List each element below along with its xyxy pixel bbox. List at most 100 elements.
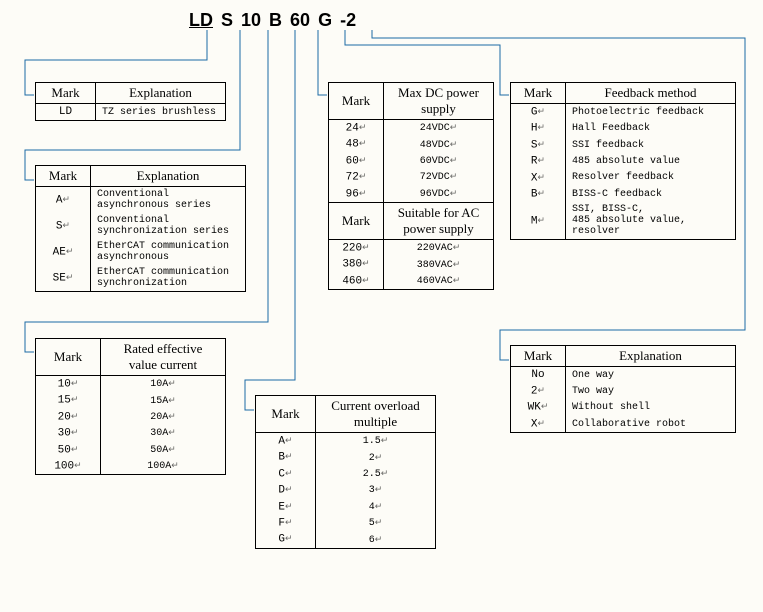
code-part-s: S: [217, 10, 237, 31]
table-row: 30↵30A↵: [36, 425, 226, 441]
table-series: MarkExplanationA↵Conventionalasynchronou…: [35, 165, 246, 292]
explanation-cell: Conventionalasynchronous series: [91, 187, 246, 214]
mark-cell: G↵: [256, 531, 316, 548]
mark-cell: A↵: [36, 187, 91, 214]
mark-cell: 96↵: [329, 186, 384, 203]
explanation-cell: BISS-C feedback: [566, 186, 736, 202]
explanation-cell: Without shell: [566, 399, 736, 415]
explanation-cell: 1.5↵: [316, 433, 436, 450]
explanation-cell: 72VDC↵: [384, 169, 494, 185]
mark-cell: 60↵: [329, 153, 384, 169]
table-row: LDTZ series brushless: [36, 104, 226, 121]
explanation-cell: Resolver feedback: [566, 170, 736, 186]
mark-cell: B↵: [511, 186, 566, 202]
explanation-cell: Hall Feedback: [566, 120, 736, 136]
mark-cell: F↵: [256, 515, 316, 531]
mark-cell: 72↵: [329, 169, 384, 185]
mark-cell: X↵: [511, 416, 566, 433]
mark-cell: X↵: [511, 170, 566, 186]
explanation-cell: 3↵: [316, 482, 436, 498]
column-header: Mark: [511, 83, 566, 104]
explanation-cell: 460VAC↵: [384, 273, 494, 290]
column-header: Mark: [511, 346, 566, 367]
table-row: NoOne way: [511, 367, 736, 384]
explanation-cell: One way: [566, 367, 736, 384]
explanation-cell: SSI, BISS-C,485 absolute value,resolver: [566, 202, 736, 240]
table-row: H↵Hall Feedback: [511, 120, 736, 136]
explanation-cell: 2.5↵: [316, 466, 436, 482]
table-row: B↵2↵: [256, 449, 436, 465]
table-row: C↵2.5↵: [256, 466, 436, 482]
table-row: S↵Conventionalsynchronization series: [36, 213, 246, 239]
explanation-cell: 48VDC↵: [384, 136, 494, 152]
table-row: 10↵10A↵: [36, 376, 226, 393]
mark-cell: 460↵: [329, 273, 384, 290]
column-header: Mark: [36, 83, 96, 104]
table-row: S↵SSI feedback: [511, 137, 736, 153]
table-row: B↵BISS-C feedback: [511, 186, 736, 202]
mark-cell: 2↵: [511, 383, 566, 399]
mark-cell: 10↵: [36, 376, 101, 393]
table-ld: MarkExplanationLDTZ series brushless: [35, 82, 226, 121]
table-row: 50↵50A↵: [36, 442, 226, 458]
mark-cell: AE↵: [36, 239, 91, 265]
mark-cell: D↵: [256, 482, 316, 498]
column-header: Mark: [329, 203, 384, 240]
mark-cell: R↵: [511, 153, 566, 169]
table-row: X↵Resolver feedback: [511, 170, 736, 186]
table-row: R↵485 absolute value: [511, 153, 736, 169]
mark-cell: S↵: [511, 137, 566, 153]
mark-cell: B↵: [256, 449, 316, 465]
column-header: Max DC powersupply: [384, 83, 494, 120]
table-row: 220↵220VAC↵: [329, 240, 494, 257]
explanation-cell: 50A↵: [101, 442, 226, 458]
table-row: E↵4↵: [256, 499, 436, 515]
column-header: Explanation: [91, 166, 246, 187]
mark-cell: 24↵: [329, 120, 384, 137]
mark-cell: 50↵: [36, 442, 101, 458]
explanation-cell: 20A↵: [101, 409, 226, 425]
explanation-cell: 60VDC↵: [384, 153, 494, 169]
table-overload: MarkCurrent overloadmultipleA↵1.5↵B↵2↵C↵…: [255, 395, 436, 549]
column-header: Suitable for ACpower supply: [384, 203, 494, 240]
explanation-cell: 100A↵: [101, 458, 226, 475]
table-row: 24↵24VDC↵: [329, 120, 494, 137]
column-header: Mark: [36, 339, 101, 376]
table-row: 96↵96VDC↵: [329, 186, 494, 203]
mark-cell: S↵: [36, 213, 91, 239]
explanation-cell: EtherCAT communicationsynchronization: [91, 265, 246, 292]
explanation-cell: EtherCAT communicationasynchronous: [91, 239, 246, 265]
code-part-10: 10: [237, 10, 265, 31]
explanation-cell: 485 absolute value: [566, 153, 736, 169]
table-row: F↵5↵: [256, 515, 436, 531]
mark-cell: M↵: [511, 202, 566, 240]
table-row: 460↵460VAC↵: [329, 273, 494, 290]
table-row: G↵6↵: [256, 531, 436, 548]
explanation-cell: 6↵: [316, 531, 436, 548]
explanation-cell: 24VDC↵: [384, 120, 494, 137]
table-row: 72↵72VDC↵: [329, 169, 494, 185]
mark-cell: 20↵: [36, 409, 101, 425]
mark-cell: 30↵: [36, 425, 101, 441]
mark-cell: 48↵: [329, 136, 384, 152]
explanation-cell: TZ series brushless: [96, 104, 226, 121]
mark-cell: WK↵: [511, 399, 566, 415]
mark-cell: 220↵: [329, 240, 384, 257]
column-header: Explanation: [96, 83, 226, 104]
column-header: Mark: [329, 83, 384, 120]
table-row: A↵1.5↵: [256, 433, 436, 450]
mark-cell: 380↵: [329, 256, 384, 272]
code-part-g: G: [314, 10, 336, 31]
product-code: LDS10B60G-2: [185, 10, 360, 31]
code-part-b: B: [265, 10, 286, 31]
column-header: Mark: [36, 166, 91, 187]
table-row: G↵Photoelectric feedback: [511, 104, 736, 121]
mark-cell: C↵: [256, 466, 316, 482]
table-row: 48↵48VDC↵: [329, 136, 494, 152]
column-header: Rated effectivevalue current: [101, 339, 226, 376]
mark-cell: E↵: [256, 499, 316, 515]
explanation-cell: 4↵: [316, 499, 436, 515]
code-part-2: -2: [336, 10, 360, 31]
explanation-cell: Conventionalsynchronization series: [91, 213, 246, 239]
mark-cell: A↵: [256, 433, 316, 450]
